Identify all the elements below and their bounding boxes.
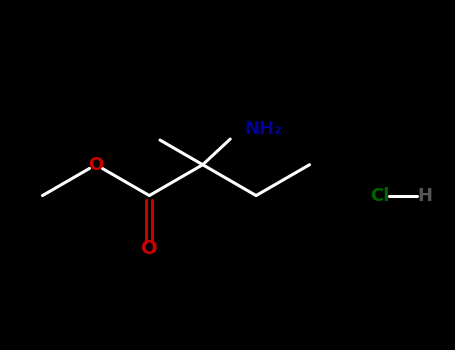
- Text: O: O: [141, 239, 157, 259]
- Text: H: H: [417, 187, 432, 204]
- Text: Cl: Cl: [370, 187, 389, 204]
- Text: O: O: [88, 156, 104, 174]
- Text: NH₂: NH₂: [244, 120, 282, 138]
